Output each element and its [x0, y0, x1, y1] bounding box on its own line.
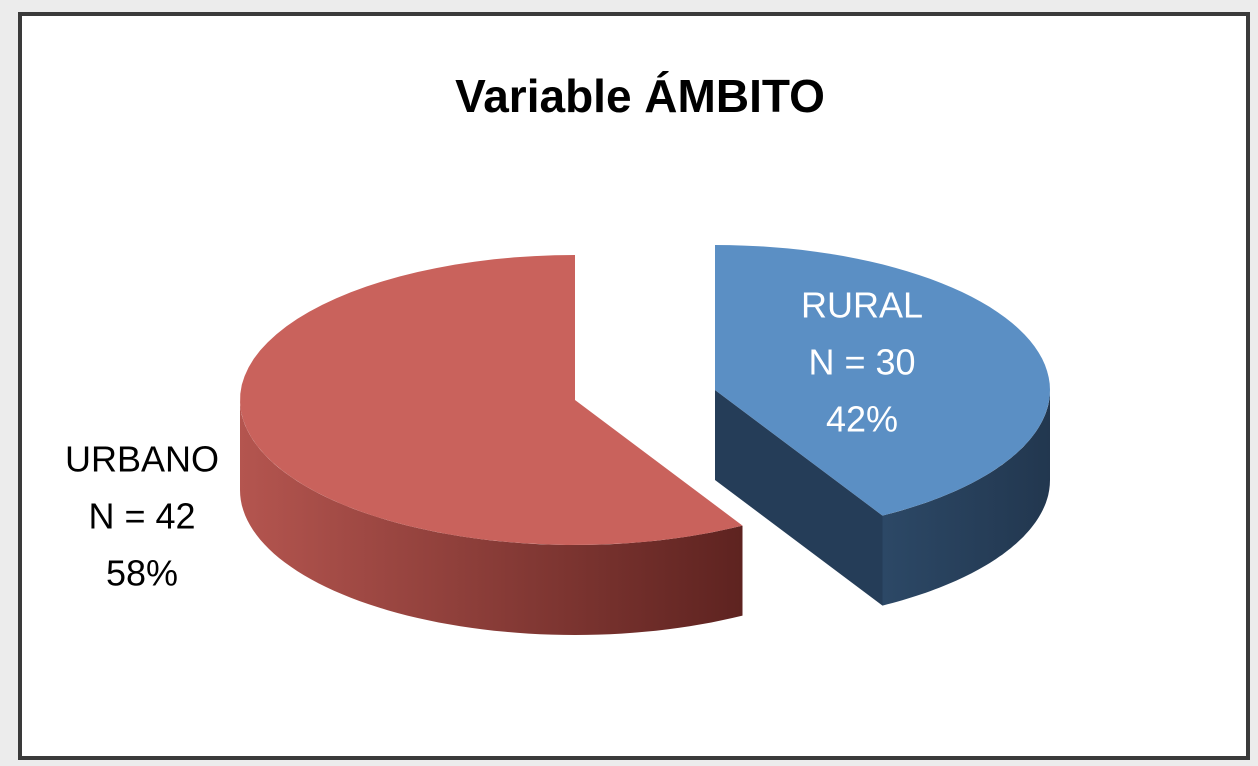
- data-label: URBANO: [65, 439, 219, 480]
- data-label: N = 30: [808, 342, 915, 383]
- slice-cut: [715, 390, 883, 606]
- chart-title: Variable ÁMBITO: [455, 70, 825, 122]
- data-label: RURAL: [801, 285, 923, 326]
- slice-side: [240, 400, 743, 635]
- slice: [715, 245, 1050, 516]
- chart-frame: [18, 12, 1250, 760]
- slice: [240, 255, 743, 545]
- data-label: N = 42: [88, 496, 195, 537]
- data-label: 42%: [826, 399, 898, 440]
- slice-side: [882, 390, 1050, 606]
- data-label: 58%: [106, 553, 178, 594]
